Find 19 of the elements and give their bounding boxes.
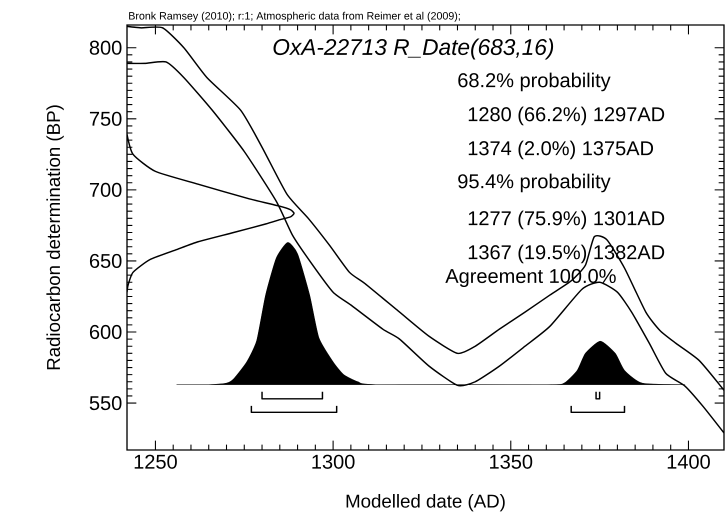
- x-tick-label: 1250: [134, 454, 177, 469]
- y-tick-label: 550: [90, 396, 122, 410]
- y-tick-label: 800: [90, 40, 122, 55]
- y-tick-label: 600: [90, 324, 122, 340]
- x-tick-label: 1400: [668, 454, 710, 469]
- y-tick-label: 650: [90, 254, 122, 268]
- annotation: 1374 (2.0%) 1375AD: [468, 140, 654, 160]
- annotation: 95.4% probability: [458, 174, 611, 192]
- y-axis-title: Radiocarbon determination (BP): [46, 105, 64, 370]
- annotation: 68.2% probability: [458, 72, 611, 92]
- x-tick-label: 1300: [312, 454, 355, 469]
- text: OxA-22713 R_Date(683,16): [274, 38, 554, 60]
- x-tick-label: 1350: [490, 454, 532, 469]
- y-tick-label: 700: [90, 182, 122, 197]
- annotation: 1277 (75.9%) 1301AD: [468, 210, 664, 230]
- x-axis-title: Modelled date (AD): [346, 494, 505, 512]
- y-tick-label: 750: [90, 112, 122, 126]
- text: Bronk Ramsey (2010); r:1; Atmospheric data from Reimer et al (2009);: [129, 12, 460, 22]
- annotation: 1280 (66.2%) 1297AD: [468, 106, 664, 126]
